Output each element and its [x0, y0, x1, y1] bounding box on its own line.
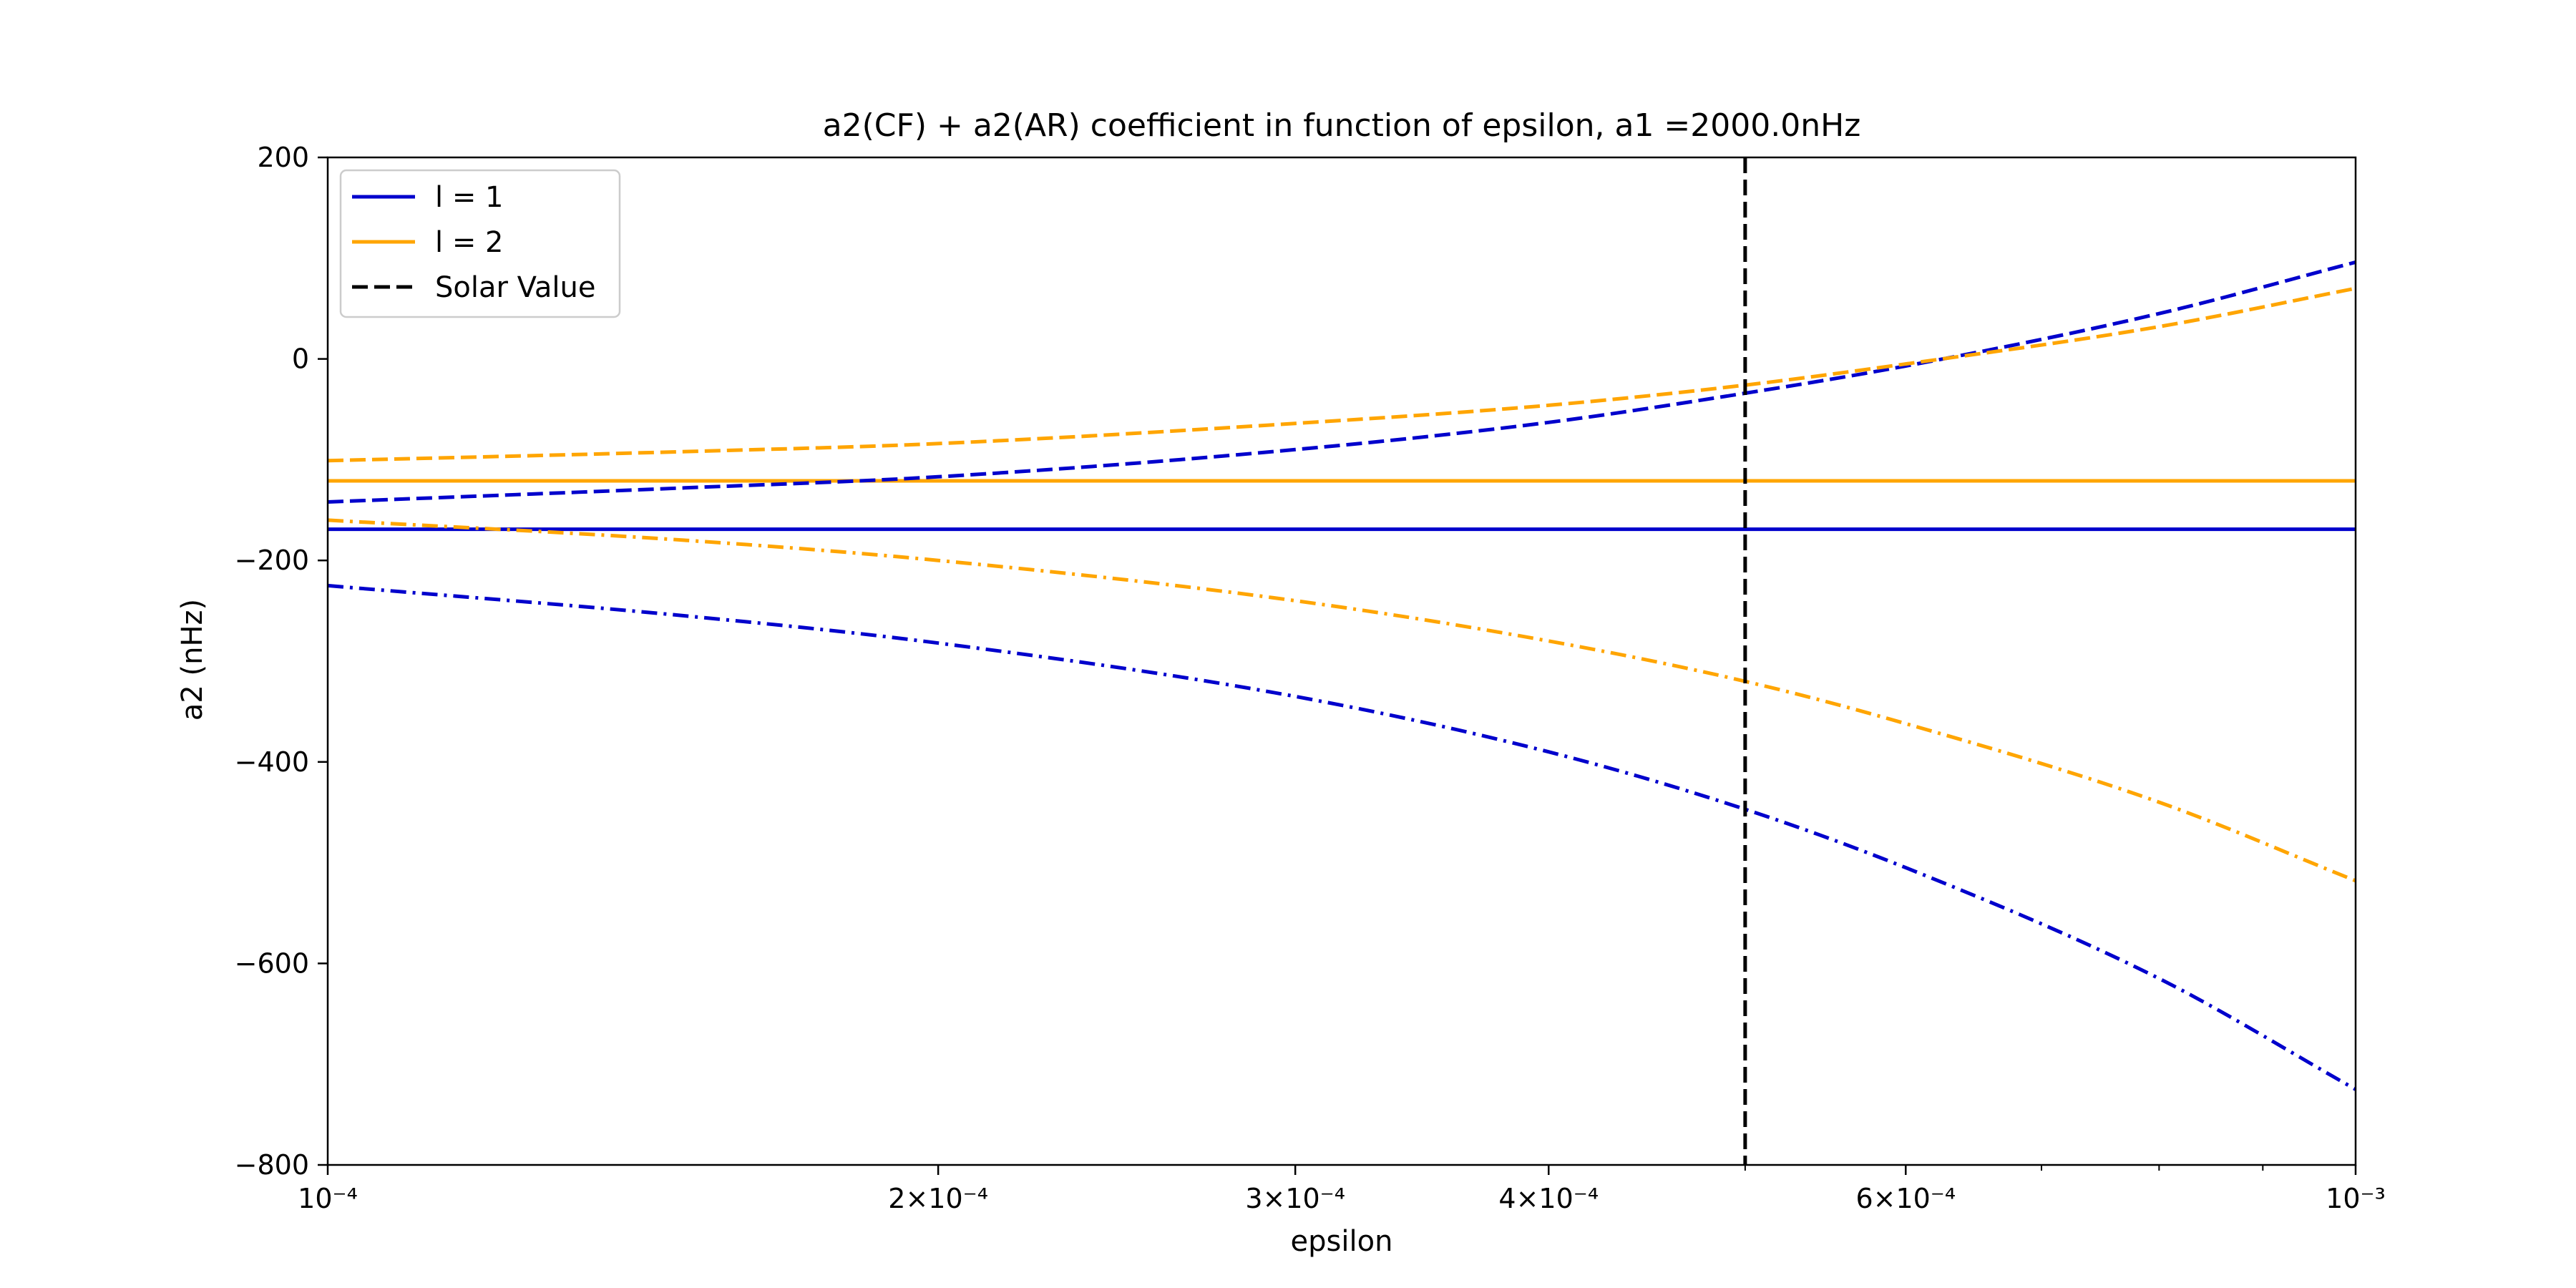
- y-tick-label: −400: [235, 746, 309, 778]
- x-tick-label: 10⁻³: [2326, 1183, 2386, 1214]
- legend-label: l = 2: [435, 226, 504, 259]
- y-tick-label: 0: [292, 343, 309, 375]
- y-axis-label: a2 (nHz): [176, 599, 209, 721]
- x-tick-label: 3×10⁻⁴: [1245, 1183, 1345, 1214]
- x-tick-label: 10⁻⁴: [298, 1183, 358, 1214]
- x-tick-label: 4×10⁻⁴: [1498, 1183, 1599, 1214]
- series-line-5: [327, 583, 2357, 1091]
- x-tick-label: 6×10⁻⁴: [1855, 1183, 1956, 1214]
- series-line-6: [327, 518, 2356, 883]
- legend: l = 1 l = 2 Solar Value: [339, 169, 621, 318]
- y-tick-label: −200: [235, 545, 309, 576]
- y-tick-label: −800: [235, 1149, 309, 1181]
- x-ticks: 10⁻⁴ 2×10⁻⁴ 3×10⁻⁴ 4×10⁻⁴ 6×10⁻⁴ 10⁻³: [298, 1165, 2386, 1214]
- chart-title: a2(CF) + a2(AR) coefficient in function …: [823, 107, 1861, 144]
- legend-label: Solar Value: [435, 271, 596, 304]
- plot-frame: [326, 156, 2357, 1166]
- x-tick-label: 2×10⁻⁴: [888, 1183, 988, 1214]
- y-tick-label: 200: [257, 142, 309, 173]
- series-layer: [327, 260, 2357, 1091]
- series-line-3: [327, 260, 2356, 504]
- y-tick-label: −600: [235, 947, 309, 979]
- x-axis-label: epsilon: [1291, 1225, 1393, 1258]
- series-line-4: [327, 286, 2356, 463]
- legend-box: [339, 169, 621, 318]
- legend-label: l = 1: [435, 181, 504, 214]
- y-ticks: 200 0 −200 −400 −600 −800: [235, 142, 328, 1181]
